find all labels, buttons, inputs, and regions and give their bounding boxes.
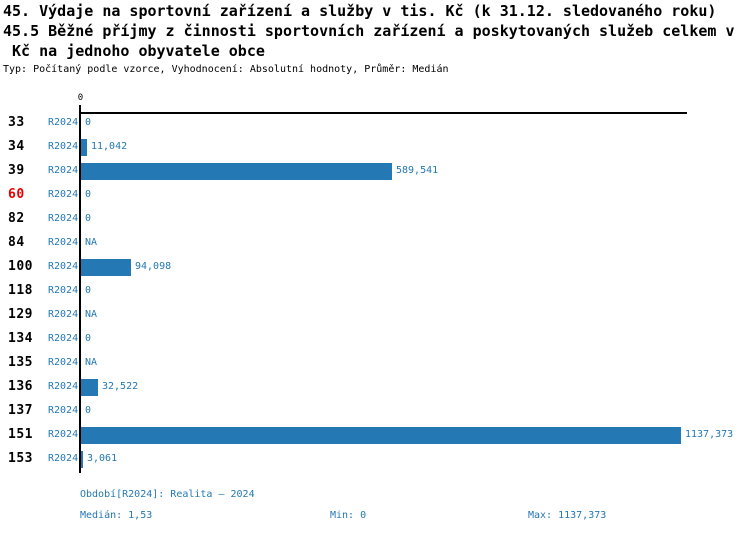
bar-row-151: 151 R2024 1137,373 [0,423,750,447]
x-axis-zero-tick-label: 0 [77,93,84,103]
row-value-label: 3,061 [87,453,118,464]
row-id-label: 134 [8,331,33,346]
row-value-label: 11,042 [91,141,128,152]
row-period-label: R2024 [48,381,79,392]
footer-median-stat: Medián: 1,53 [80,510,153,521]
row-id-label: 60 [8,187,25,202]
row-value-label: 32,522 [102,381,139,392]
bar-row-60: 60 R2024 0 [0,183,750,207]
row-id-label: 129 [8,307,33,322]
row-period-label: R2024 [48,261,79,272]
row-value-label: 589,541 [396,165,439,176]
row-id-label: 34 [8,139,25,154]
footer-max-stat: Max: 1137,373 [528,510,607,521]
row-value-label: 0 [85,117,92,128]
bar-row-100: 100 R2024 94,098 [0,255,750,279]
row-period-label: R2024 [48,333,79,344]
row-id-label: 39 [8,163,25,178]
row-period-label: R2024 [48,453,79,464]
bar-row-136: 136 R2024 32,522 [0,375,750,399]
row-period-label: R2024 [48,357,79,368]
value-bar [81,450,83,468]
row-id-label: 84 [8,235,25,250]
row-period-label: R2024 [48,213,79,224]
row-value-label: 94,098 [135,261,172,272]
row-period-label: R2024 [48,117,79,128]
row-id-label: 82 [8,211,25,226]
bar-row-135: 135 R2024 NA [0,351,750,375]
chart-title-line3: Kč na jednoho obyvatele obce [3,42,265,60]
row-period-label: R2024 [48,405,79,416]
row-value-label: NA [85,357,98,368]
row-period-label: R2024 [48,165,79,176]
row-value-label: 1137,373 [685,429,734,440]
footer-period-label: Období[R2024]: Realita – 2024 [80,489,255,500]
bar-row-129: 129 R2024 NA [0,303,750,327]
chart-meta-info: Typ: Počítaný podle vzorce, Vyhodnocení:… [3,64,449,75]
row-id-label: 100 [8,259,33,274]
x-axis-line [79,112,687,114]
row-value-label: 0 [85,405,92,416]
bar-row-39: 39 R2024 589,541 [0,159,750,183]
row-period-label: R2024 [48,309,79,320]
value-bar [81,138,87,156]
bar-row-118: 118 R2024 0 [0,279,750,303]
value-bar [81,258,131,276]
bar-row-33: 33 R2024 0 [0,111,750,135]
bar-row-153: 153 R2024 3,061 [0,447,750,471]
row-period-label: R2024 [48,429,79,440]
row-value-label: 0 [85,285,92,296]
row-id-label: 118 [8,283,33,298]
y-axis-line [79,105,81,473]
row-period-label: R2024 [48,285,79,296]
row-id-label: 135 [8,355,33,370]
bar-row-134: 134 R2024 0 [0,327,750,351]
row-id-label: 137 [8,403,33,418]
row-period-label: R2024 [48,189,79,200]
bar-row-82: 82 R2024 0 [0,207,750,231]
row-value-label: 0 [85,333,92,344]
value-bar [81,426,681,444]
row-value-label: NA [85,237,98,248]
row-value-label: NA [85,309,98,320]
row-value-label: 0 [85,189,92,200]
row-value-label: 0 [85,213,92,224]
bar-rows: 33 R2024 0 34 R2024 11,042 39 R2024 589,541 60 R20… [0,111,750,471]
bar-row-84: 84 R2024 NA [0,231,750,255]
row-id-label: 153 [8,451,33,466]
row-period-label: R2024 [48,237,79,248]
value-bar [81,378,98,396]
bar-row-137: 137 R2024 0 [0,399,750,423]
row-id-label: 33 [8,115,25,130]
chart-title: 45. Výdaje na sportovní zařízení a služb… [3,1,735,61]
value-bar [81,162,392,180]
row-period-label: R2024 [48,141,79,152]
chart-title-line2: 45.5 Běžné příjmy z činnosti sportovních… [3,22,735,40]
chart-title-line1: 45. Výdaje na sportovní zařízení a služb… [3,2,717,20]
bar-row-34: 34 R2024 11,042 [0,135,750,159]
row-id-label: 151 [8,427,33,442]
row-id-label: 136 [8,379,33,394]
footer-min-stat: Min: 0 [330,510,367,521]
